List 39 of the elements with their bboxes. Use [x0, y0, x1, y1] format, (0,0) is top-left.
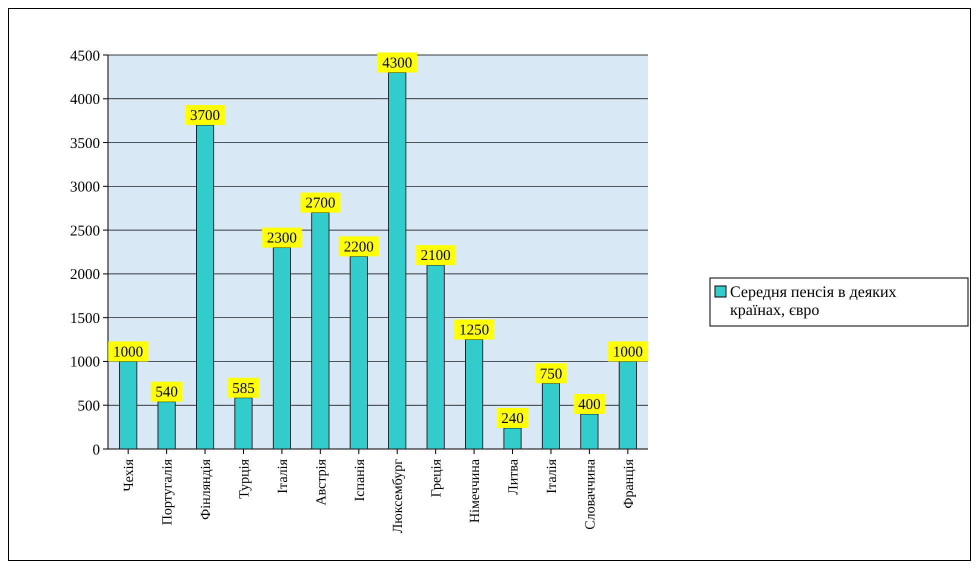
data-label: 4300	[382, 56, 412, 72]
y-tick-label: 500	[78, 398, 100, 414]
y-tick-label: 2500	[70, 223, 100, 240]
y-tick-label: 0	[92, 442, 100, 458]
y-tick-label: 3500	[70, 136, 100, 152]
x-tick-label: Португалія	[160, 458, 176, 526]
x-tick-label: Литва	[506, 458, 522, 495]
y-tick-label: 1500	[70, 310, 100, 327]
data-label: 2700	[305, 196, 336, 212]
data-label: 3700	[190, 108, 220, 124]
x-tick-label: Турція	[237, 458, 252, 499]
x-tick-label: Іспанія	[352, 458, 368, 502]
y-tick-label: 4500	[70, 48, 100, 64]
x-tick-label: Словаччина	[583, 458, 598, 530]
data-label: 585	[232, 380, 255, 397]
data-label: 1250	[459, 322, 490, 339]
data-label: 240	[501, 410, 524, 427]
data-label: 1000	[612, 344, 643, 360]
x-tick-label: Німеччина	[468, 458, 484, 524]
x-tick-label: Люксембург	[391, 458, 406, 534]
x-tick-label: Австрія	[314, 458, 330, 506]
x-tick-label: Фінляндія	[199, 458, 214, 520]
x-tick-label: Чехія	[122, 458, 138, 492]
data-label: 400	[578, 396, 601, 413]
y-tick-label: 4000	[70, 92, 100, 108]
data-label: 540	[155, 384, 178, 401]
y-tick-label: 2000	[70, 267, 100, 284]
data-label: 2300	[266, 230, 297, 247]
data-label: 2200	[344, 239, 374, 256]
x-tick-label: Італія	[276, 458, 291, 494]
x-tick-label: Італія	[544, 458, 560, 494]
y-tick-label: 3000	[70, 180, 100, 196]
x-tick-label: Франція	[622, 458, 637, 509]
data-label: 1000	[113, 344, 144, 360]
x-tick-label: Греція	[430, 458, 445, 498]
y-tick-label: 1000	[70, 354, 100, 371]
legend-label: Середня пенсія в деяких країнах, євро	[730, 284, 897, 319]
data-label: 750	[540, 366, 562, 382]
data-label: 2100	[420, 248, 451, 264]
